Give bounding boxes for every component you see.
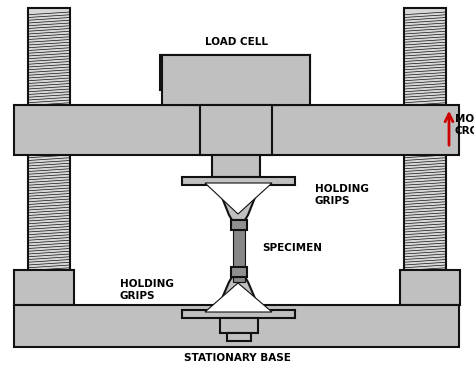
Bar [160, 55, 310, 90]
Bar [28, 8, 70, 298]
Text: STATIONARY BASE: STATIONARY BASE [183, 353, 291, 363]
Text: HOLDING
GRIPS: HOLDING GRIPS [315, 184, 369, 206]
Bar [231, 220, 247, 230]
Bar [162, 55, 310, 105]
Text: LOAD CELL: LOAD CELL [206, 37, 268, 47]
Bar [231, 267, 247, 277]
Bar [190, 90, 280, 105]
Polygon shape [205, 183, 272, 214]
Text: HOLDING
GRIPS: HOLDING GRIPS [120, 279, 174, 301]
Bar [220, 318, 258, 333]
Bar [14, 270, 74, 305]
Polygon shape [182, 277, 295, 318]
Bar [212, 155, 260, 177]
Text: SPECIMEN: SPECIMEN [262, 243, 322, 253]
Bar [14, 105, 459, 155]
Bar [404, 8, 446, 298]
Text: MOVING
CROSSHEAD: MOVING CROSSHEAD [455, 114, 474, 136]
Bar [400, 270, 460, 305]
Bar [14, 305, 459, 347]
Polygon shape [182, 177, 295, 220]
Bar [233, 230, 245, 282]
Bar [227, 333, 251, 341]
Polygon shape [205, 283, 272, 312]
Bar [200, 105, 272, 155]
